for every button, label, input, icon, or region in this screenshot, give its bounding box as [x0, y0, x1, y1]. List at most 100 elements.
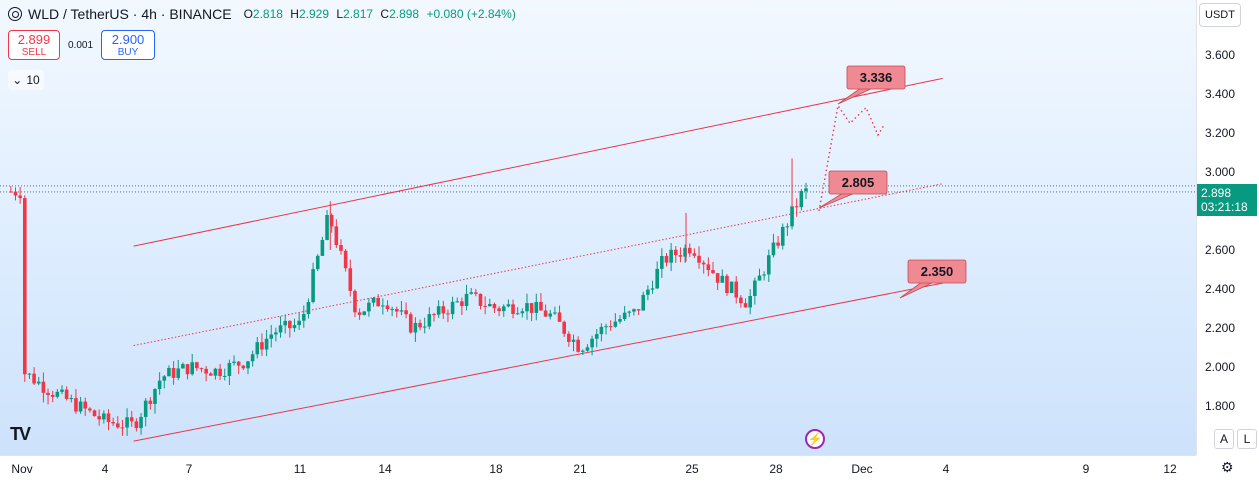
candle-body	[13, 191, 18, 196]
time-tick: 28	[769, 462, 783, 476]
candle-body	[195, 362, 199, 369]
auto-scale-button[interactable]: A	[1214, 429, 1234, 449]
symbol-title[interactable]: WLD / TetherUS · 4h · BINANCE	[28, 6, 232, 22]
candle-body	[501, 306, 506, 312]
candle-body	[129, 417, 134, 422]
candle-body	[790, 206, 794, 227]
change-value: +0.080 (+2.84%)	[426, 7, 516, 21]
candle-body	[525, 303, 529, 312]
candle-body	[102, 413, 106, 420]
currency-selector[interactable]: USDT	[1199, 3, 1241, 27]
symbol-legend: WLD / TetherUS · 4h · BINANCE O2.818 H2.…	[8, 6, 516, 22]
candle-body	[799, 191, 804, 208]
time-tick: 11	[293, 462, 307, 476]
price-scale[interactable]: USDT 3.600 3.400 3.200 3.000 2.600 2.400…	[1196, 0, 1259, 455]
indicators-toggle[interactable]: ⌄ 10	[8, 70, 44, 90]
candle-body	[720, 275, 725, 283]
candle-body	[139, 416, 143, 429]
candle-body	[776, 242, 780, 246]
candle-body	[390, 308, 394, 310]
candle-body	[325, 215, 329, 240]
channel-upper-line	[133, 77, 943, 247]
candle-body	[683, 247, 687, 257]
candle-body	[204, 368, 208, 374]
candle-body	[739, 297, 743, 304]
tradingview-logo-icon[interactable]: TV	[10, 424, 31, 444]
candle-body	[734, 281, 739, 298]
price-chart[interactable]: 3.336 2.805 2.350	[0, 0, 1196, 455]
time-tick: 18	[489, 462, 503, 476]
candle-body	[46, 392, 50, 396]
candle-body	[27, 373, 32, 375]
candle-body	[506, 304, 511, 307]
time-tick: Nov	[11, 462, 33, 476]
candle-body	[255, 342, 260, 355]
candle-body	[222, 375, 227, 377]
price-tick: 1.800	[1205, 399, 1236, 413]
candle-body	[111, 422, 115, 424]
candle-body	[422, 326, 427, 328]
chart-pane[interactable]: 3.336 2.805 2.350 WLD / TetherUS · 4h · BI…	[0, 0, 1196, 455]
candle-body	[436, 306, 441, 315]
candle-body	[120, 427, 125, 429]
close-label: C	[380, 7, 390, 21]
channel-lower-line	[133, 282, 943, 442]
candle-body	[599, 326, 604, 335]
candle-body	[269, 334, 274, 339]
price-tick: 2.600	[1205, 243, 1236, 257]
candle-body	[50, 395, 55, 397]
candle-body	[618, 319, 622, 322]
candle-body	[376, 297, 380, 307]
candle-body	[134, 421, 139, 429]
candle-body	[125, 417, 129, 428]
candle-body	[92, 410, 97, 417]
candle-body	[804, 188, 808, 192]
candle-body	[697, 255, 701, 263]
candle-body	[660, 255, 664, 269]
buy-button[interactable]: 2.900 BUY	[101, 30, 156, 60]
callout-pointer	[837, 87, 874, 105]
candle-body	[88, 408, 92, 411]
candle-body	[567, 333, 571, 342]
candle-body	[343, 250, 348, 269]
candle-body	[762, 274, 766, 276]
callout-label: 3.336	[860, 70, 893, 85]
candle-body	[520, 311, 525, 314]
candle-body	[543, 310, 548, 317]
time-axis[interactable]: Nov 4 7 11 14 18 21 25 28 Dec 4 9 12	[0, 455, 1196, 484]
candle-body	[208, 373, 213, 376]
candle-body	[315, 255, 320, 270]
candle-body	[250, 354, 255, 362]
lightning-icon[interactable]: ⚡	[805, 429, 825, 449]
binance-symbol-icon	[8, 7, 22, 21]
gear-icon[interactable]: ⚙	[1221, 459, 1234, 475]
candle-body	[301, 314, 306, 321]
candle-body	[167, 367, 171, 377]
candle-body	[18, 195, 22, 199]
candle-body	[580, 350, 585, 352]
high-value: 2.929	[298, 7, 329, 21]
indicators-count: 10	[26, 73, 40, 87]
candle-body	[329, 215, 334, 227]
candle-body	[78, 401, 83, 412]
time-tick: 21	[573, 462, 587, 476]
candle-body	[590, 338, 594, 348]
candle-body	[748, 296, 752, 308]
candle-body	[743, 303, 748, 308]
open-value: 2.818	[252, 7, 283, 21]
sell-button[interactable]: 2.899 SELL	[8, 30, 60, 60]
candle-body	[264, 338, 269, 350]
candle-body	[585, 347, 590, 351]
candle-body	[753, 280, 757, 297]
price-tick: 3.000	[1205, 165, 1236, 179]
candle-body	[371, 297, 376, 303]
price-tick: 3.400	[1205, 87, 1236, 101]
candle-body	[478, 293, 483, 306]
candle-body	[241, 365, 246, 369]
log-scale-button[interactable]: L	[1237, 429, 1257, 449]
time-tick: 4	[942, 462, 950, 476]
spread-value: 0.001	[68, 39, 94, 51]
candle-body	[474, 292, 478, 294]
candle-body	[757, 275, 762, 281]
price-tick: 2.400	[1205, 282, 1236, 296]
